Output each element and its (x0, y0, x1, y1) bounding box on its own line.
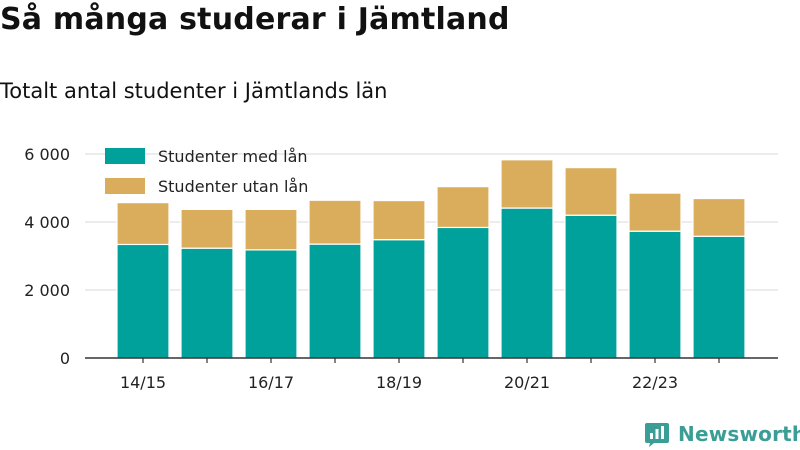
bar-segment-with-loan (244, 249, 298, 359)
bar-segment-without-loan (180, 208, 234, 249)
bar-segment-with-loan (372, 239, 426, 359)
bar-segment-without-loan (372, 199, 426, 241)
bar-segment-with-loan (180, 247, 234, 359)
bar-segment-without-loan (244, 208, 298, 251)
bar-segment-without-loan (564, 167, 618, 216)
bar-segment-with-loan (564, 214, 618, 359)
newsworthy-logo-icon (645, 423, 669, 447)
bar-segment-without-loan (628, 192, 682, 232)
brand: Newsworthy (644, 420, 800, 448)
x-tick-label: 22/23 (632, 373, 678, 392)
x-tick-label: 16/17 (248, 373, 294, 392)
bar-segment-with-loan (628, 230, 682, 359)
bar-segment-without-loan (436, 186, 490, 229)
y-axis-ticks: 0 2 000 4 000 6 000 (24, 145, 70, 368)
bar-segment-without-loan (500, 159, 554, 209)
y-tick-label: 4 000 (24, 213, 70, 232)
bar-segment-with-loan (500, 207, 554, 359)
legend-swatch (105, 178, 145, 194)
y-tick-label: 6 000 (24, 145, 70, 164)
bar-segment-with-loan (308, 243, 362, 359)
chart-subtitle: Totalt antal studenter i Jämtlands län (0, 79, 388, 103)
legend-label: Studenter med lån (158, 147, 308, 166)
x-axis-ticks: 14/15 16/17 18/19 20/21 22/23 (120, 358, 720, 392)
y-tick-label: 2 000 (24, 281, 70, 300)
bars (116, 159, 746, 359)
bar-segment-without-loan (692, 197, 746, 237)
bar-segment-without-loan (116, 202, 170, 246)
legend: Studenter med lån Studenter utan lån (105, 147, 308, 196)
bar-segment-with-loan (436, 226, 490, 359)
x-tick-label: 14/15 (120, 373, 166, 392)
bar-segment-with-loan (116, 243, 170, 359)
x-tick-label: 20/21 (504, 373, 550, 392)
chart-title: Så många studerar i Jämtland (0, 2, 510, 37)
legend-label: Studenter utan lån (158, 177, 308, 196)
x-tick-label: 18/19 (376, 373, 422, 392)
y-tick-label: 0 (60, 349, 70, 368)
brand-name: Newsworthy (678, 422, 800, 446)
legend-swatch (105, 148, 145, 164)
bar-segment-with-loan (692, 235, 746, 359)
bar-segment-without-loan (308, 199, 362, 245)
